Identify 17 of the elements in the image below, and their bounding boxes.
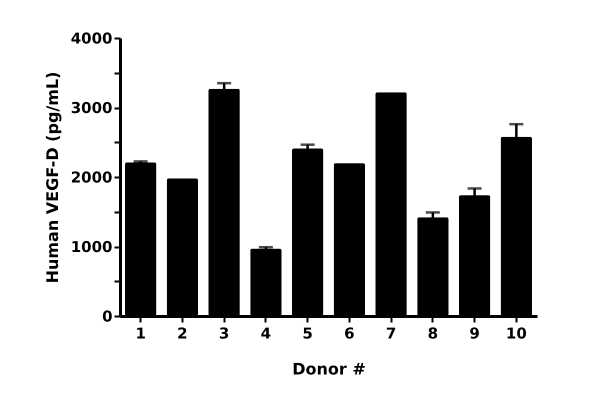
x-tick-label: 9 xyxy=(469,324,480,342)
y-tick-label: 2000 xyxy=(70,168,112,186)
y-tick-label: 3000 xyxy=(70,99,112,117)
x-tick-label: 8 xyxy=(428,324,438,342)
y-tick-label: 1000 xyxy=(70,238,112,256)
x-tick-label: 2 xyxy=(177,324,188,342)
x-tick-label: 6 xyxy=(344,324,355,342)
x-tick-label: 10 xyxy=(506,324,527,342)
x-tick-label: 1 xyxy=(135,324,146,342)
y-tick-label: 4000 xyxy=(70,30,112,48)
x-axis-title: Donor # xyxy=(292,360,366,378)
x-tick-label: 5 xyxy=(302,324,313,342)
x-tick-label: 4 xyxy=(260,324,272,342)
x-tick-label: 7 xyxy=(386,324,396,342)
x-tick-label: 3 xyxy=(218,324,230,342)
y-tick-label: 0 xyxy=(102,308,112,326)
y-axis-title: Human VEGF-D (pg/mL) xyxy=(42,72,62,284)
